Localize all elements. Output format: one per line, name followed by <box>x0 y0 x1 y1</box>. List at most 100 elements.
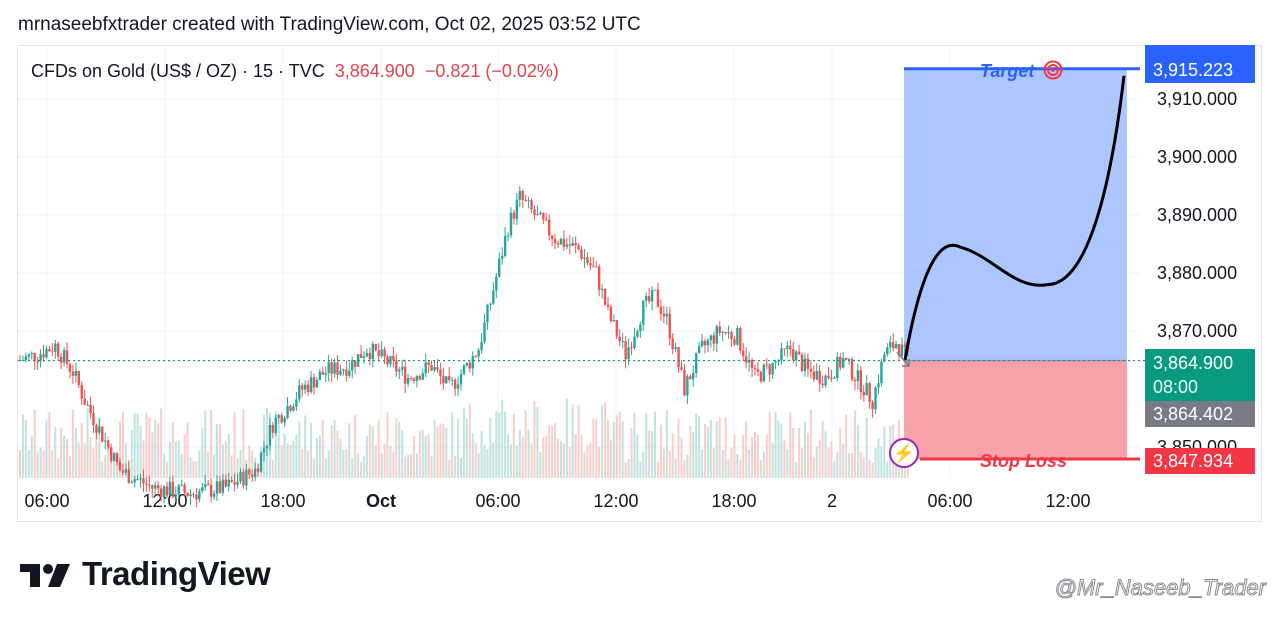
price-scale-top-tag <box>1145 45 1255 57</box>
candle <box>59 352 63 369</box>
candle <box>868 381 871 410</box>
last-price-tag: 3,864.900 08:00 <box>1145 349 1255 401</box>
volume-bar <box>401 430 404 478</box>
candle-body <box>553 238 557 244</box>
volume-bar <box>462 408 465 478</box>
candle-body <box>595 266 598 268</box>
volume-bar <box>324 458 327 478</box>
volume-bar <box>533 401 536 478</box>
candle <box>586 252 589 266</box>
volume-bar <box>213 454 216 478</box>
candle <box>700 333 704 348</box>
volume-bar <box>795 462 798 478</box>
volume-bar <box>492 442 495 478</box>
candle-body <box>430 364 433 371</box>
candle <box>706 337 710 353</box>
volume-bar <box>377 420 380 478</box>
candle <box>742 342 745 362</box>
stop-loss-label[interactable]: Stop Loss <box>980 451 1068 471</box>
candle-body <box>730 332 733 340</box>
volume-bar <box>218 424 221 478</box>
candle <box>683 364 686 397</box>
volume-bar <box>313 459 315 478</box>
volume-bar <box>859 452 862 478</box>
candle <box>800 352 804 373</box>
volume-bar <box>130 429 133 478</box>
candle <box>897 343 901 360</box>
volume-bar <box>686 454 689 478</box>
candle <box>474 354 477 358</box>
candle-body <box>621 340 624 342</box>
candle-body <box>33 352 36 362</box>
candle-body <box>174 494 178 497</box>
candle-body <box>71 371 75 376</box>
symbol-name[interactable]: CFDs on Gold (US$ / OZ) · 15 · TVC <box>31 61 325 81</box>
candle-body <box>568 244 571 246</box>
candle-body <box>348 370 351 376</box>
candle-body <box>471 356 474 369</box>
candle-body <box>633 336 636 348</box>
candle-body <box>756 369 760 372</box>
candle-body <box>721 331 724 333</box>
volume-bar <box>304 415 307 478</box>
candle <box>171 475 175 499</box>
candle <box>803 352 807 377</box>
candle <box>506 232 510 242</box>
candle-body <box>245 469 248 486</box>
volume-bar <box>798 427 801 478</box>
candle-body <box>665 313 668 317</box>
candle <box>780 342 783 365</box>
lightning-icon[interactable]: ⚡ <box>889 438 919 468</box>
candle <box>786 340 789 357</box>
candle <box>712 331 716 351</box>
tradingview-logo-icon <box>20 564 70 587</box>
x-tick-label: 06:00 <box>475 491 520 511</box>
candle-body <box>301 385 304 390</box>
volume-bar <box>756 434 759 478</box>
candle-body <box>509 212 513 236</box>
candle <box>333 358 336 378</box>
symbol-legend[interactable]: CFDs on Gold (US$ / OZ) · 15 · TVC 3,864… <box>31 61 559 82</box>
volume-bar <box>42 450 45 478</box>
candle-body <box>377 350 380 357</box>
candle <box>218 475 222 494</box>
volume-bar <box>545 435 548 478</box>
candle <box>251 469 254 482</box>
volume-bar <box>424 435 427 478</box>
candle <box>330 358 333 383</box>
candle <box>345 360 348 382</box>
candle <box>45 345 48 359</box>
candle-body <box>389 355 392 365</box>
volume-bar <box>501 399 504 478</box>
candle-body <box>859 370 863 392</box>
volume-bar <box>242 409 245 478</box>
volume-bar <box>448 459 451 478</box>
candle <box>130 479 133 484</box>
candle <box>101 426 104 443</box>
volume-bars <box>19 398 909 478</box>
candle <box>21 355 25 362</box>
candle <box>83 389 86 405</box>
candle <box>198 488 201 503</box>
candle <box>553 233 557 250</box>
candle-body <box>465 362 469 366</box>
candle-body <box>671 338 674 350</box>
tradingview-logo: TradingView <box>20 555 271 593</box>
target-label[interactable]: Target <box>980 60 1063 82</box>
candle <box>495 272 498 299</box>
candle <box>159 485 163 502</box>
candle <box>545 212 548 221</box>
candle-body <box>480 341 483 351</box>
volume-bar <box>277 424 280 478</box>
candle-body <box>680 367 683 370</box>
candle-body <box>333 362 336 374</box>
candle-body <box>48 348 51 352</box>
candle-body <box>900 344 904 356</box>
candle <box>256 464 260 476</box>
candle-body <box>233 482 236 485</box>
candle <box>721 330 724 342</box>
candle-body <box>683 369 686 396</box>
candle-body <box>51 351 54 353</box>
volume-bar <box>724 417 727 478</box>
